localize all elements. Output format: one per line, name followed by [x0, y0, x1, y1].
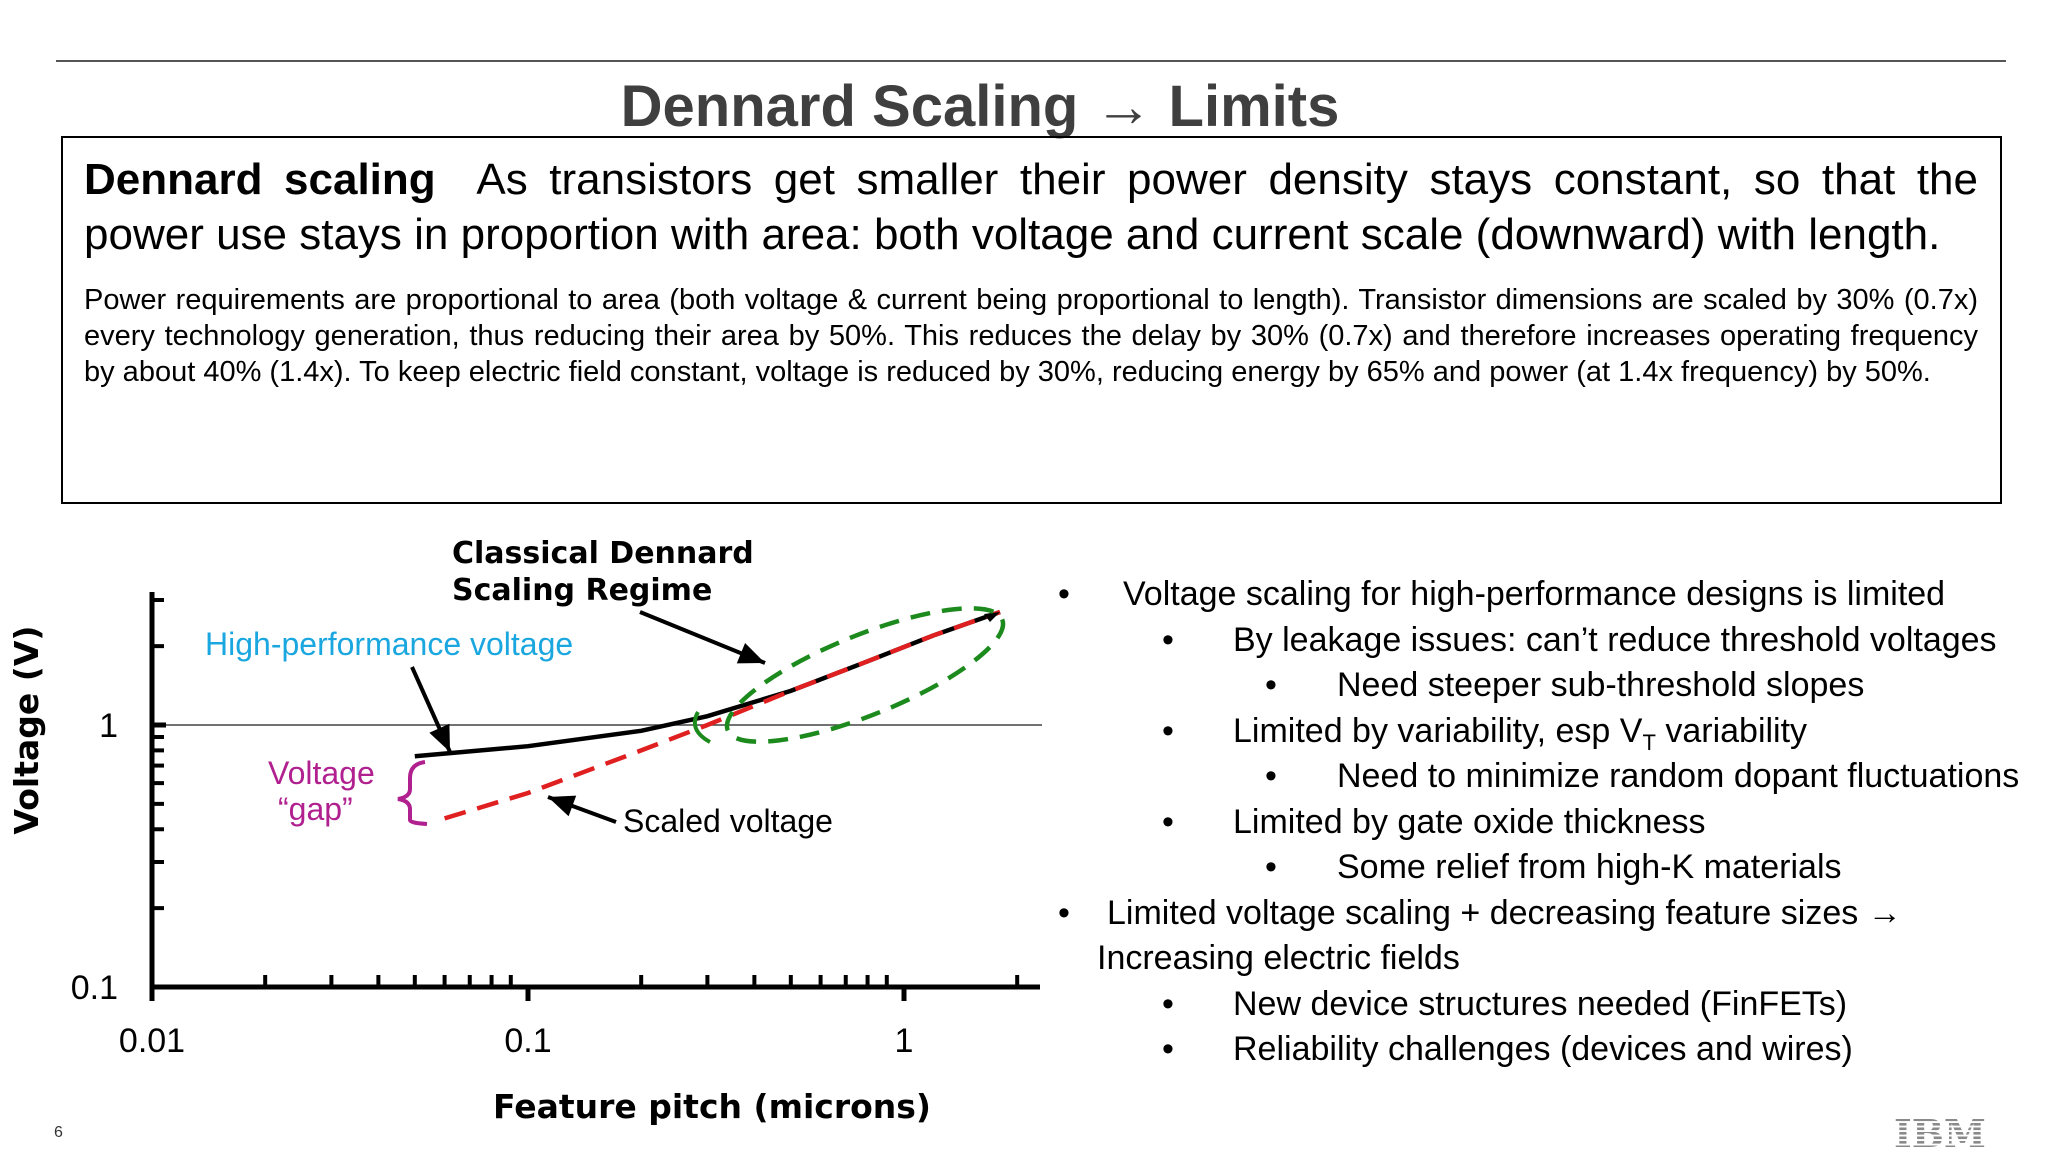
dennard-regime-ellipse [724, 606, 1006, 744]
ibm-logo: IBM [1894, 1114, 1986, 1150]
bullet-text: Need steeper sub-threshold slopes [1337, 666, 1865, 704]
bullet-dot: • [1162, 620, 1174, 659]
arrow-to-scaled-voltage-head [548, 795, 577, 817]
bullet-dot: • [1058, 893, 1070, 932]
bullet-subscript: T [1642, 729, 1656, 755]
x-tick-label: 1 [895, 1022, 914, 1060]
arrow-to-high-performance-head [429, 723, 450, 752]
annotation-regime-line1: Classical Dennard [452, 536, 754, 571]
bullet-item: • Limited voltage scaling + decreasing fe… [1050, 891, 2040, 937]
bullet-text: Limited voltage scaling + decreasing fea… [1107, 893, 1902, 932]
bullet-item: • Voltage scaling for high-performance de… [1050, 572, 2040, 618]
bullet-item: • New device structures needed (FinFETs) [1050, 982, 2040, 1028]
slide-title: Dennard Scaling → Limits [620, 74, 1340, 139]
top-rule [56, 60, 2006, 62]
svg-text:IBM: IBM [1894, 1114, 1986, 1150]
bullet-text: Reliability challenges (devices and wire… [1233, 1030, 1853, 1068]
bullet-item-continuation: Increasing electric fields [1050, 936, 2040, 982]
bullet-item: • Limited by gate oxide thickness [1050, 800, 2040, 846]
bullet-text: By leakage issues: can’t reduce threshol… [1233, 620, 1997, 659]
bullet-item: • Reliability challenges (devices and wir… [1050, 1027, 2040, 1073]
definition-box: Dennard scaling As transistors get small… [61, 136, 2002, 504]
bullet-dot: • [1265, 757, 1277, 795]
annotation-scaled-voltage: Scaled voltage [623, 803, 833, 839]
bullet-text: Need to minimize random dopant fluctuati… [1337, 757, 2020, 795]
annotation-voltage-gap-line1: Voltage [268, 755, 375, 791]
bullet-dot: • [1162, 984, 1174, 1023]
bullet-dot: • [1058, 575, 1070, 613]
y-tick-label: 1 [99, 707, 118, 745]
bullet-text: Some relief from high-K materials [1337, 848, 1842, 886]
bullet-text: New device structures needed (FinFETs) [1233, 984, 1848, 1023]
scaled-voltage-line [443, 609, 1001, 821]
bullet-item: • Need to minimize random dopant fluctuat… [1050, 754, 2040, 800]
bullet-dot: • [1162, 802, 1174, 841]
x-tick-label: 0.1 [504, 1022, 551, 1060]
bullet-text: Limited by gate oxide thickness [1233, 802, 1706, 841]
bullet-text: Increasing electric fields [1097, 939, 1460, 977]
bullet-text: Voltage scaling for high-performance des… [1123, 575, 1946, 613]
bullet-list: • Voltage scaling for high-performance de… [1050, 572, 2040, 1073]
line-end-arrowhead [983, 611, 1000, 622]
arrow-to-regime-head [736, 642, 765, 664]
definition-text: As transistors get smaller their power d… [84, 155, 1978, 259]
bullet-item: • Some relief from high-K materials [1050, 845, 2040, 891]
bullet-dot: • [1265, 848, 1277, 886]
y-tick-label: 0.1 [71, 969, 118, 1007]
bullet-dot: • [1162, 711, 1174, 750]
definition-term: Dennard scaling [84, 155, 436, 204]
definition-detail: Power requirements are proportional to a… [84, 284, 1978, 388]
bullet-text: Limited by variability, esp VT variabili… [1233, 711, 1808, 755]
annotation-high-performance-voltage: High-performance voltage [205, 626, 573, 662]
page-number: 6 [54, 1124, 63, 1141]
bullet-item: • By leakage issues: can’t reduce thresho… [1050, 618, 2040, 664]
bullet-item: • Need steeper sub-threshold slopes [1050, 663, 2040, 709]
definition-paragraph: Dennard scaling As transistors get small… [84, 152, 1978, 262]
y-axis-label: Voltage (V) [7, 626, 46, 835]
regime-hook [693, 711, 712, 744]
annotation-regime-line2: Scaling Regime [452, 573, 712, 608]
annotation-voltage-gap-line2: “gap” [278, 791, 353, 827]
voltage-gap-brace [397, 760, 428, 826]
bullet-dot: • [1265, 666, 1277, 704]
x-tick-label: 0.01 [119, 1022, 185, 1060]
bullet-item: • Limited by variability, esp VT variabil… [1050, 709, 2040, 755]
x-axis-label: Feature pitch (microns) [493, 1087, 931, 1126]
bullet-dot: • [1162, 1030, 1174, 1068]
